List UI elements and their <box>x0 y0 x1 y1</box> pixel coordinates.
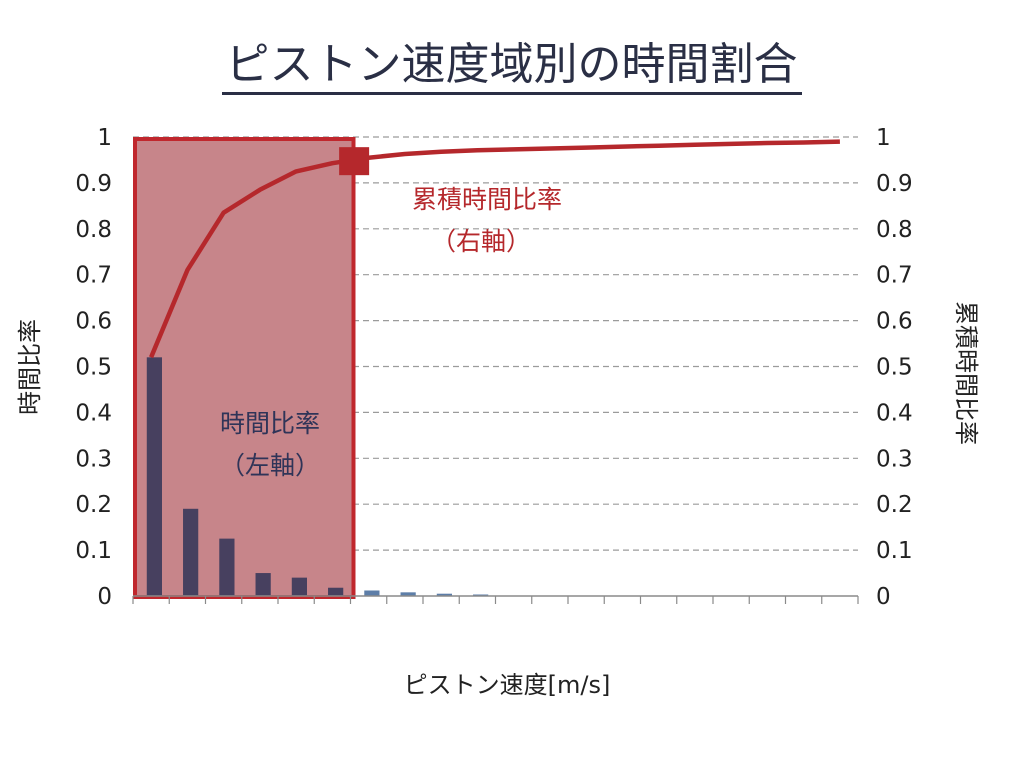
ratio-annotation-line1: 時間比率 <box>220 409 320 438</box>
cumulative-line <box>149 139 840 359</box>
y-tick-label-left: 0.1 <box>75 538 112 564</box>
y-tick-label-left: 0.4 <box>75 400 112 426</box>
x-axis-ticks <box>132 596 859 604</box>
y-tick-label-left: 0.9 <box>75 171 112 197</box>
y-tick-label-right: 0.3 <box>876 446 913 472</box>
y-tick-label-right: 0.1 <box>876 538 913 564</box>
y-tick-label-left: 0 <box>97 584 112 610</box>
y-tick-label-right: 0.6 <box>876 309 913 335</box>
x-axis-title: ピストン速度[m/s] <box>404 671 611 699</box>
y-tick-label-right: 0.5 <box>876 355 913 381</box>
slide-title-text: ピストン速度域別の時間割合 <box>221 39 802 95</box>
bar <box>183 508 199 596</box>
y-tick-label-right: 0.9 <box>876 171 913 197</box>
y-tick-label-right: 1 <box>876 125 891 151</box>
cumulative-annotation-line1: 累積時間比率 <box>412 185 562 214</box>
bar <box>146 357 162 596</box>
y-tick-label-left: 0.8 <box>75 217 112 243</box>
y-tick-label-left: 0.2 <box>75 492 112 518</box>
right-axis-title: 累積時間比率 <box>952 301 980 445</box>
bar <box>219 538 235 596</box>
y-tick-label-left: 0.5 <box>75 355 112 381</box>
y-tick-label-right: 0.7 <box>876 263 913 289</box>
bar <box>364 590 380 596</box>
bar <box>328 587 344 596</box>
y-tick-label-left: 0.7 <box>75 263 112 289</box>
ratio-annotation-line2: （左軸） <box>220 451 320 480</box>
y-tick-label-left: 0.3 <box>75 446 112 472</box>
y-tick-label-right: 0.2 <box>876 492 913 518</box>
y-tick-label-left: 0.6 <box>75 309 112 335</box>
cumulative-marker <box>339 147 370 176</box>
highlight-region <box>133 137 356 599</box>
y-tick-label-right: 0 <box>876 584 891 610</box>
bar <box>436 593 452 596</box>
slide-title: ピストン速度域別の時間割合 <box>0 28 1023 95</box>
bar <box>255 573 271 596</box>
left-axis-title: 時間比率 <box>16 319 44 415</box>
left-axis-ticks: 0 0.1 0.2 0.3 0.4 0.5 0.6 0.7 0.8 0.9 1 <box>75 125 112 610</box>
y-tick-label-right: 0.8 <box>876 217 913 243</box>
right-axis-ticks: 0 0.1 0.2 0.3 0.4 0.5 0.6 0.7 0.8 0.9 1 <box>876 125 913 610</box>
cumulative-annotation-line2: （右軸） <box>431 227 531 256</box>
y-tick-label-right: 0.4 <box>876 400 913 426</box>
y-tick-label-left: 1 <box>97 125 112 151</box>
bar <box>400 592 416 596</box>
bar <box>291 577 307 596</box>
